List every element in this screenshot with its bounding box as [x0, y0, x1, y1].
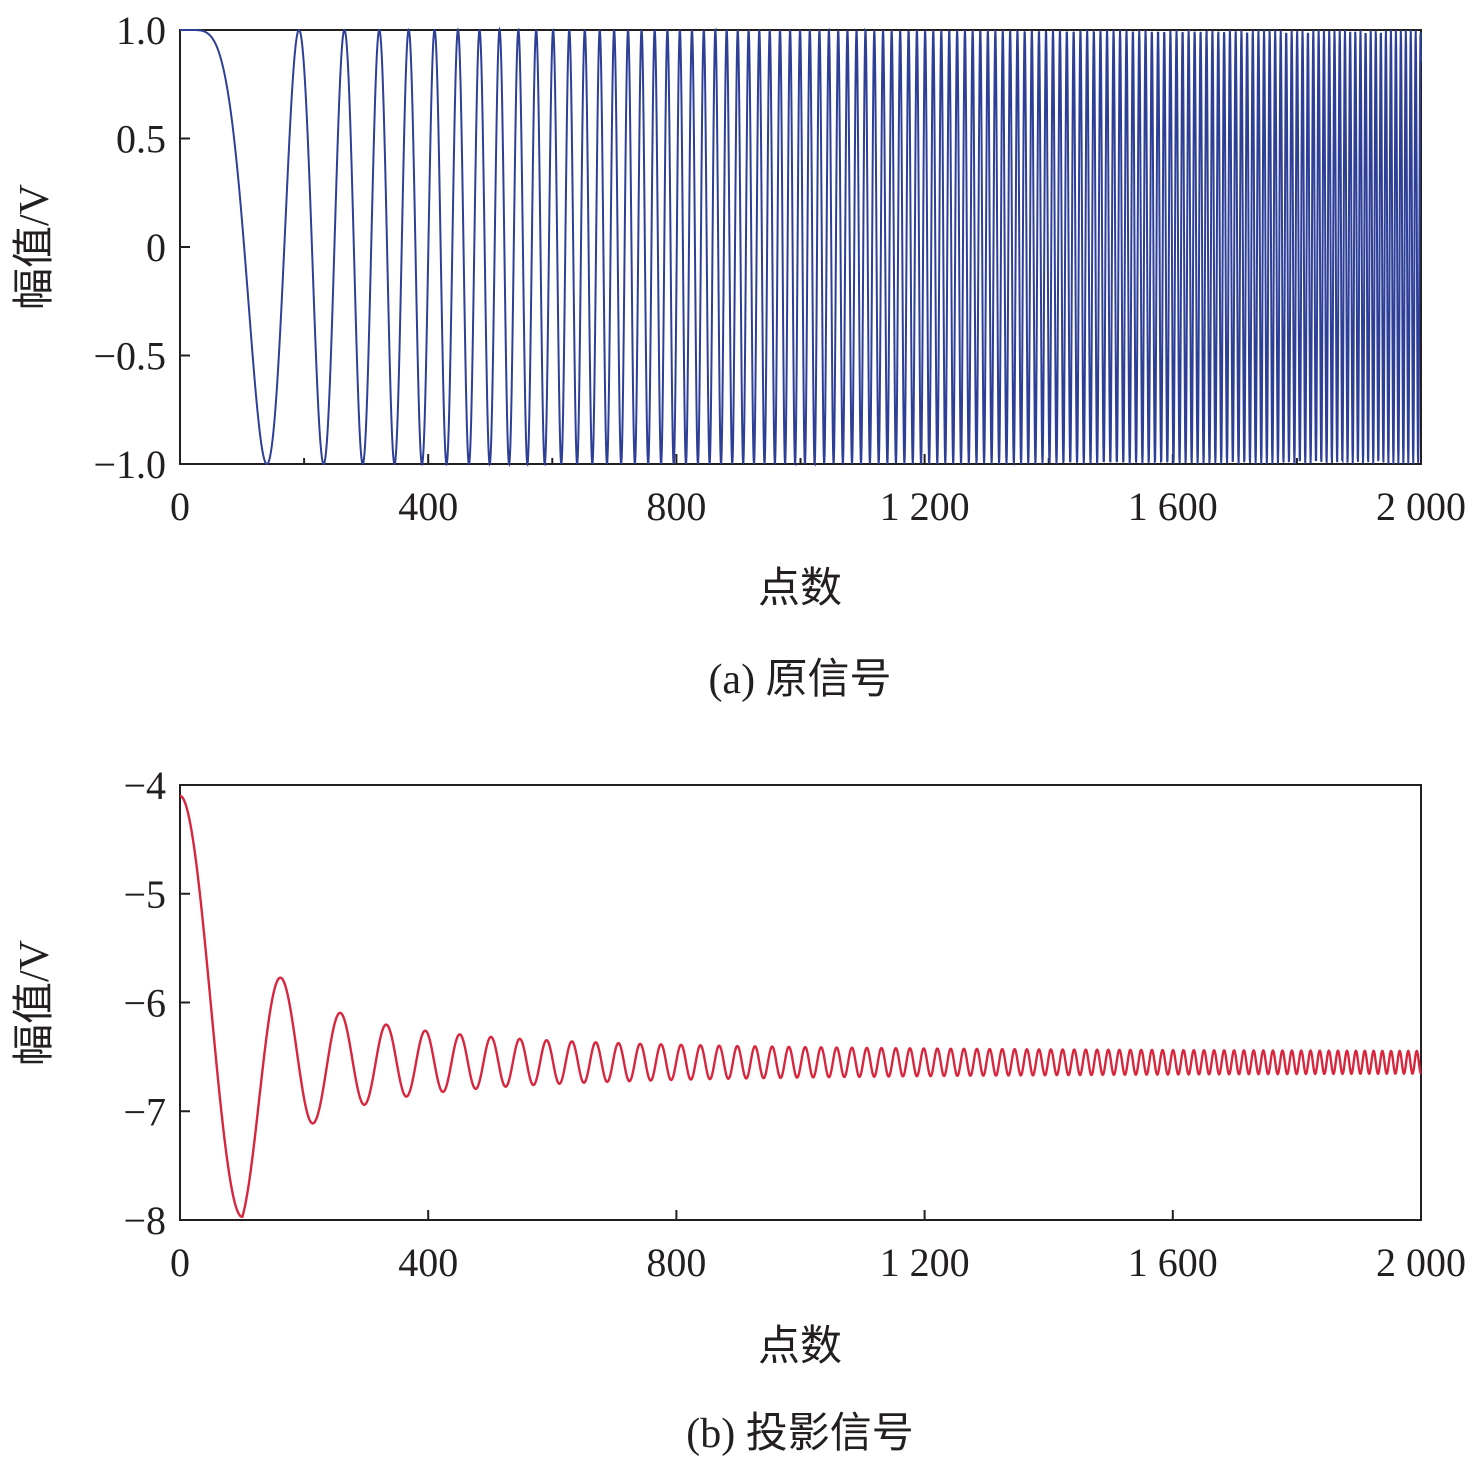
chart-b-ytick-label: −6	[123, 981, 166, 1026]
chart-a-ticks: 0 400 800 1 200 1 600 2 000 −1.0 −0.5 0 0.5 1.0	[93, 8, 1466, 529]
chart-a: 0 400 800 1 200 1 600 2 000 −1.0 −0.5 0 0.5 1.0 点数…	[12, 8, 1466, 703]
chart-a-xtick-label: 1 200	[880, 484, 970, 529]
chart-b-ylabel: 幅值/V	[12, 940, 58, 1066]
chart-a-ytick-label: 1.0	[116, 8, 166, 53]
chart-b-xtick-label: 800	[646, 1240, 706, 1285]
chart-b-ytick-label: −5	[123, 872, 166, 917]
chart-a-ytick-label: −0.5	[93, 334, 166, 379]
chart-a-xtick-label: 800	[646, 484, 706, 529]
chart-b-caption: (b) 投影信号	[686, 1411, 913, 1457]
chart-b-frame	[179, 784, 1422, 1221]
chart-b: 0 400 800 1 200 1 600 2 000 −8 −7 −6 −5 −4 点数 幅值/V…	[12, 763, 1466, 1457]
chart-a-ylabel: 幅值/V	[12, 184, 58, 310]
chart-a-caption: (a) 原信号	[708, 657, 891, 703]
chart-a-xtick-label: 1 600	[1128, 484, 1218, 529]
chart-b-xtick-label: 0	[170, 1240, 190, 1285]
chart-a-xtick-label: 2 000	[1376, 484, 1466, 529]
chart-b-xtick-label: 1 600	[1128, 1240, 1218, 1285]
chart-b-ticks: 0 400 800 1 200 1 600 2 000 −8 −7 −6 −5 −4	[123, 763, 1466, 1285]
chart-b-ytick-label: −7	[123, 1089, 166, 1134]
chart-b-xlabel: 点数	[758, 1324, 842, 1370]
chart-a-series-line	[180, 26, 1422, 468]
chart-a-ytick-label: 0	[146, 225, 166, 270]
chart-a-xtick-label: 400	[398, 484, 458, 529]
chart-a-xlabel: 点数	[758, 566, 842, 612]
chart-b-ytick-label: −4	[123, 763, 166, 808]
chart-b-xtick-label: 1 200	[880, 1240, 970, 1285]
chart-a-xtick-label: 0	[170, 484, 190, 529]
chart-b-xtick-label: 400	[398, 1240, 458, 1285]
chart-a-ytick-label: −1.0	[93, 442, 166, 487]
chart-b-series-line	[179, 794, 1422, 1219]
chart-a-ytick-label: 0.5	[116, 117, 166, 162]
chart-b-xtick-label: 2 000	[1376, 1240, 1466, 1285]
chart-b-ytick-label: −8	[123, 1198, 166, 1243]
